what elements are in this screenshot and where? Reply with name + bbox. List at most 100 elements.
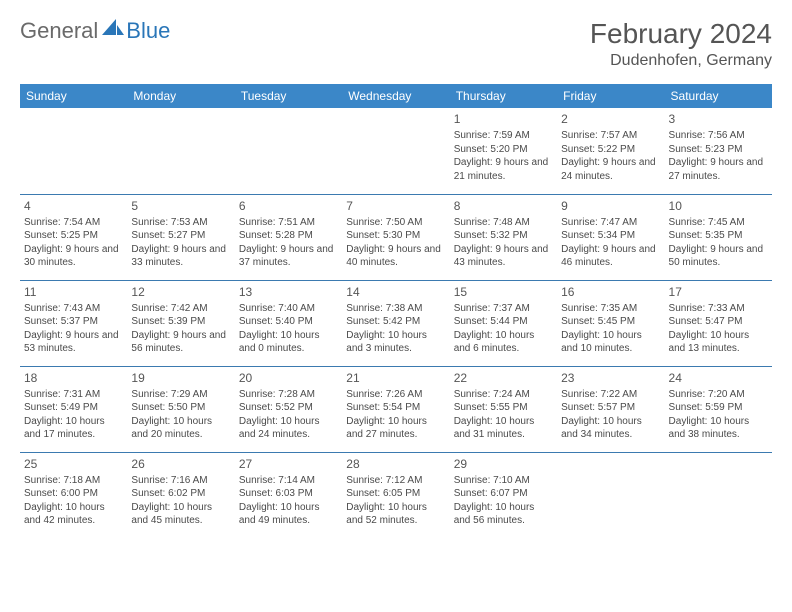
day-number: 5 [131,198,230,214]
sunset-text: Sunset: 5:57 PM [561,401,660,415]
daylight-text: Daylight: 9 hours and 46 minutes. [561,243,660,270]
daylight-text: Daylight: 10 hours and 13 minutes. [669,329,768,356]
sunrise-text: Sunrise: 7:12 AM [346,474,445,488]
day-number: 20 [239,370,338,386]
daylight-text: Daylight: 9 hours and 53 minutes. [24,329,123,356]
weekday-header: Thursday [450,84,557,108]
sunset-text: Sunset: 5:28 PM [239,229,338,243]
day-number: 18 [24,370,123,386]
logo: General Blue [20,18,170,44]
sunset-text: Sunset: 5:49 PM [24,401,123,415]
day-number: 2 [561,111,660,127]
calendar-week-row: 18Sunrise: 7:31 AMSunset: 5:49 PMDayligh… [20,366,772,452]
sunset-text: Sunset: 5:20 PM [454,143,553,157]
day-number: 3 [669,111,768,127]
sunrise-text: Sunrise: 7:42 AM [131,302,230,316]
sunrise-text: Sunrise: 7:43 AM [24,302,123,316]
daylight-text: Daylight: 9 hours and 50 minutes. [669,243,768,270]
sunset-text: Sunset: 5:47 PM [669,315,768,329]
daylight-text: Daylight: 10 hours and 49 minutes. [239,501,338,528]
calendar-cell: 19Sunrise: 7:29 AMSunset: 5:50 PMDayligh… [127,366,234,452]
sunrise-text: Sunrise: 7:50 AM [346,216,445,230]
month-title: February 2024 [590,18,772,50]
daylight-text: Daylight: 10 hours and 31 minutes. [454,415,553,442]
daylight-text: Daylight: 10 hours and 0 minutes. [239,329,338,356]
calendar-cell: 15Sunrise: 7:37 AMSunset: 5:44 PMDayligh… [450,280,557,366]
sunset-text: Sunset: 5:42 PM [346,315,445,329]
sunset-text: Sunset: 5:52 PM [239,401,338,415]
calendar-cell: 3 Sunrise: 7:56 AMSunset: 5:23 PMDaylight… [665,108,772,194]
daylight-text: Daylight: 9 hours and 30 minutes. [24,243,123,270]
sunrise-text: Sunrise: 7:24 AM [454,388,553,402]
daylight-text: Daylight: 10 hours and 45 minutes. [131,501,230,528]
sunrise-text: Sunrise: 7:53 AM [131,216,230,230]
daylight-text: Daylight: 10 hours and 42 minutes. [24,501,123,528]
day-number: 21 [346,370,445,386]
day-number: 24 [669,370,768,386]
sunrise-text: Sunrise: 7:57 AM [561,129,660,143]
sunrise-text: Sunrise: 7:56 AM [669,129,768,143]
calendar-cell: 2 Sunrise: 7:57 AMSunset: 5:22 PMDaylight… [557,108,664,194]
calendar-cell: 11Sunrise: 7:43 AMSunset: 5:37 PMDayligh… [20,280,127,366]
day-number: 11 [24,284,123,300]
day-number: 22 [454,370,553,386]
calendar-cell: 9Sunrise: 7:47 AMSunset: 5:34 PMDaylight… [557,194,664,280]
sunrise-text: Sunrise: 7:16 AM [131,474,230,488]
calendar-cell: 14Sunrise: 7:38 AMSunset: 5:42 PMDayligh… [342,280,449,366]
calendar-cell: 10Sunrise: 7:45 AMSunset: 5:35 PMDayligh… [665,194,772,280]
sunset-text: Sunset: 5:44 PM [454,315,553,329]
sunset-text: Sunset: 6:00 PM [24,487,123,501]
calendar-cell: 5 Sunrise: 7:53 AMSunset: 5:27 PMDaylight… [127,194,234,280]
calendar-cell: 24Sunrise: 7:20 AMSunset: 5:59 PMDayligh… [665,366,772,452]
day-number: 29 [454,456,553,472]
day-number: 10 [669,198,768,214]
sunset-text: Sunset: 5:50 PM [131,401,230,415]
sunset-text: Sunset: 6:02 PM [131,487,230,501]
location: Dudenhofen, Germany [590,52,772,70]
logo-text-general: General [20,18,98,44]
sunset-text: Sunset: 5:22 PM [561,143,660,157]
sunset-text: Sunset: 5:23 PM [669,143,768,157]
calendar-cell: 4Sunrise: 7:54 AMSunset: 5:25 PMDaylight… [20,194,127,280]
daylight-text: Daylight: 10 hours and 27 minutes. [346,415,445,442]
sunrise-text: Sunrise: 7:14 AM [239,474,338,488]
daylight-text: Daylight: 10 hours and 56 minutes. [454,501,553,528]
calendar-cell: 8Sunrise: 7:48 AMSunset: 5:32 PMDaylight… [450,194,557,280]
calendar-cell: 27Sunrise: 7:14 AMSunset: 6:03 PMDayligh… [235,452,342,538]
calendar-cell: 29Sunrise: 7:10 AMSunset: 6:07 PMDayligh… [450,452,557,538]
sunrise-text: Sunrise: 7:26 AM [346,388,445,402]
day-number: 28 [346,456,445,472]
sunrise-text: Sunrise: 7:33 AM [669,302,768,316]
daylight-text: Daylight: 9 hours and 24 minutes. [561,156,660,183]
sunrise-text: Sunrise: 7:28 AM [239,388,338,402]
sunrise-text: Sunrise: 7:59 AM [454,129,553,143]
calendar-cell: 22Sunrise: 7:24 AMSunset: 5:55 PMDayligh… [450,366,557,452]
sunrise-text: Sunrise: 7:40 AM [239,302,338,316]
day-number: 6 [239,198,338,214]
sunset-text: Sunset: 5:39 PM [131,315,230,329]
calendar-cell [20,108,127,194]
daylight-text: Daylight: 9 hours and 27 minutes. [669,156,768,183]
sunset-text: Sunset: 5:59 PM [669,401,768,415]
day-number: 23 [561,370,660,386]
calendar-cell: 7Sunrise: 7:50 AMSunset: 5:30 PMDaylight… [342,194,449,280]
sunset-text: Sunset: 6:07 PM [454,487,553,501]
sunset-text: Sunset: 5:27 PM [131,229,230,243]
calendar-week-row: 25Sunrise: 7:18 AMSunset: 6:00 PMDayligh… [20,452,772,538]
sunrise-text: Sunrise: 7:47 AM [561,216,660,230]
sunset-text: Sunset: 5:34 PM [561,229,660,243]
sunrise-text: Sunrise: 7:22 AM [561,388,660,402]
sunrise-text: Sunrise: 7:29 AM [131,388,230,402]
calendar-cell [665,452,772,538]
sunset-text: Sunset: 5:45 PM [561,315,660,329]
daylight-text: Daylight: 9 hours and 33 minutes. [131,243,230,270]
day-number: 4 [24,198,123,214]
daylight-text: Daylight: 10 hours and 34 minutes. [561,415,660,442]
daylight-text: Daylight: 10 hours and 6 minutes. [454,329,553,356]
weekday-header: Wednesday [342,84,449,108]
logo-text-blue: Blue [126,18,170,44]
calendar-cell: 21Sunrise: 7:26 AMSunset: 5:54 PMDayligh… [342,366,449,452]
calendar-cell: 12Sunrise: 7:42 AMSunset: 5:39 PMDayligh… [127,280,234,366]
calendar-table: SundayMondayTuesdayWednesdayThursdayFrid… [20,84,772,538]
day-number: 8 [454,198,553,214]
